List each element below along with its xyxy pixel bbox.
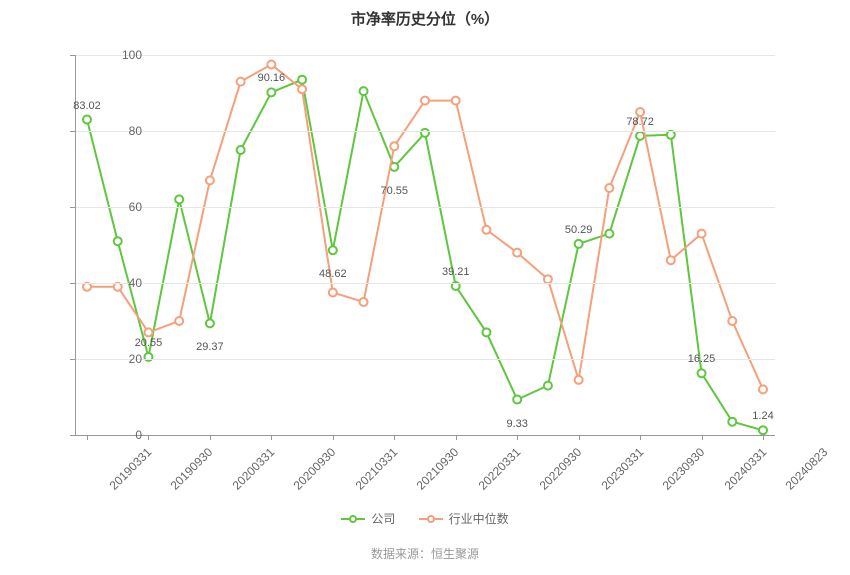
series-point-1 <box>360 298 368 306</box>
series-point-0 <box>575 240 583 248</box>
x-tick <box>87 435 88 440</box>
source-prefix: 数据来源： <box>371 547 431 561</box>
series-point-1 <box>329 289 337 297</box>
series-point-0 <box>667 131 675 139</box>
series-point-0 <box>329 246 337 254</box>
series-point-1 <box>237 78 245 86</box>
series-point-0 <box>544 382 552 390</box>
legend-item-industry: 行业中位数 <box>419 510 509 527</box>
series-point-1 <box>83 283 91 291</box>
gridline <box>75 283 775 284</box>
y-axis-label: 80 <box>102 124 142 138</box>
series-point-0 <box>360 87 368 95</box>
series-point-0 <box>175 195 183 203</box>
series-point-1 <box>206 176 214 184</box>
y-axis-label: 100 <box>102 48 142 62</box>
series-point-0 <box>482 328 490 336</box>
x-tick <box>517 435 518 440</box>
legend-swatch-company <box>341 513 365 525</box>
x-axis-label: 20240823 <box>783 445 831 493</box>
y-axis-label: 20 <box>102 352 142 366</box>
legend-item-company: 公司 <box>341 510 395 527</box>
legend-label-industry: 行业中位数 <box>449 510 509 527</box>
x-tick <box>148 435 149 440</box>
series-point-0 <box>206 319 214 327</box>
x-axis-label: 20220930 <box>537 445 585 493</box>
series-point-0 <box>728 418 736 426</box>
legend: 公司 行业中位数 <box>0 510 850 528</box>
x-axis-label: 20200331 <box>230 445 278 493</box>
x-axis-label: 20210930 <box>414 445 462 493</box>
x-axis-label: 20230930 <box>660 445 708 493</box>
series-point-1 <box>636 108 644 116</box>
chart-svg <box>75 55 775 435</box>
gridline <box>75 207 775 208</box>
y-axis-label: 60 <box>102 200 142 214</box>
series-point-1 <box>728 317 736 325</box>
x-axis-label: 20240331 <box>721 445 769 493</box>
x-axis-label: 20190930 <box>168 445 216 493</box>
x-axis-line <box>75 435 775 436</box>
series-point-0 <box>636 132 644 140</box>
x-tick <box>763 435 764 440</box>
x-tick <box>394 435 395 440</box>
series-point-0 <box>83 116 91 124</box>
series-point-1 <box>759 385 767 393</box>
x-tick <box>333 435 334 440</box>
x-axis-label: 20220331 <box>475 445 523 493</box>
series-point-1 <box>452 97 460 105</box>
y-axis-line <box>75 55 76 435</box>
y-axis-label: 40 <box>102 276 142 290</box>
x-tick <box>271 435 272 440</box>
plot-area: 83.0220.5529.3790.1648.6270.5539.219.335… <box>75 55 775 435</box>
x-tick <box>456 435 457 440</box>
x-axis-label: 20190331 <box>107 445 155 493</box>
series-point-1 <box>698 230 706 238</box>
x-tick <box>640 435 641 440</box>
series-point-0 <box>513 396 521 404</box>
series-point-0 <box>605 230 613 238</box>
x-axis-label: 20210331 <box>352 445 400 493</box>
series-point-0 <box>267 88 275 96</box>
series-point-1 <box>267 61 275 69</box>
series-point-0 <box>237 146 245 154</box>
series-point-0 <box>759 426 767 434</box>
x-axis-label: 20230331 <box>598 445 646 493</box>
series-point-1 <box>482 226 490 234</box>
series-point-1 <box>605 184 613 192</box>
data-source: 数据来源：恒生聚源 <box>0 545 850 562</box>
chart-title: 市净率历史分位（%） <box>0 8 850 29</box>
y-axis-label: 0 <box>102 428 142 442</box>
x-tick <box>210 435 211 440</box>
x-tick <box>702 435 703 440</box>
series-point-0 <box>698 369 706 377</box>
series-point-1 <box>544 275 552 283</box>
gridline <box>75 55 775 56</box>
series-point-1 <box>575 376 583 384</box>
series-point-1 <box>390 142 398 150</box>
chart-container: 市净率历史分位（%） 83.0220.5529.3790.1648.6270.5… <box>0 0 850 575</box>
series-point-1 <box>513 249 521 257</box>
series-point-1 <box>667 256 675 264</box>
series-line-1 <box>87 65 763 390</box>
series-point-1 <box>144 328 152 336</box>
legend-label-company: 公司 <box>371 510 395 527</box>
source-name: 恒生聚源 <box>431 547 479 561</box>
series-point-1 <box>298 85 306 93</box>
series-point-0 <box>298 76 306 84</box>
x-tick <box>579 435 580 440</box>
series-point-0 <box>114 237 122 245</box>
legend-swatch-industry <box>419 513 443 525</box>
series-point-1 <box>175 317 183 325</box>
gridline <box>75 131 775 132</box>
gridline <box>75 359 775 360</box>
series-point-1 <box>421 97 429 105</box>
x-axis-label: 20200930 <box>291 445 339 493</box>
